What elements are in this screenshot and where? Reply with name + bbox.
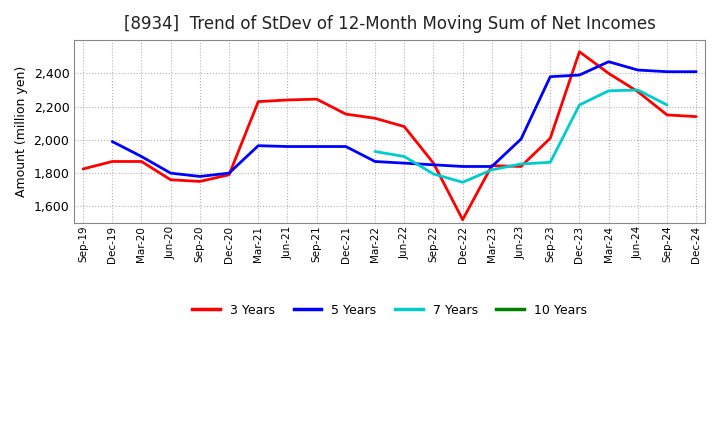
5 Years — [341, 144, 350, 149]
3 Years — [692, 114, 701, 119]
3 Years — [283, 97, 292, 103]
3 Years — [196, 179, 204, 184]
Title: [8934]  Trend of StDev of 12-Month Moving Sum of Net Incomes: [8934] Trend of StDev of 12-Month Moving… — [124, 15, 656, 33]
3 Years — [312, 96, 321, 102]
Y-axis label: Amount (million yen): Amount (million yen) — [15, 66, 28, 197]
3 Years — [225, 172, 233, 177]
7 Years — [604, 88, 613, 93]
Line: 7 Years: 7 Years — [375, 90, 667, 182]
5 Years — [634, 67, 642, 73]
5 Years — [225, 170, 233, 176]
5 Years — [254, 143, 263, 148]
Legend: 3 Years, 5 Years, 7 Years, 10 Years: 3 Years, 5 Years, 7 Years, 10 Years — [187, 299, 592, 322]
7 Years — [517, 161, 526, 167]
5 Years — [312, 144, 321, 149]
7 Years — [487, 167, 496, 172]
5 Years — [371, 159, 379, 164]
3 Years — [575, 49, 584, 55]
5 Years — [196, 174, 204, 179]
Line: 3 Years: 3 Years — [83, 52, 696, 220]
3 Years — [487, 163, 496, 168]
5 Years — [429, 162, 438, 168]
7 Years — [634, 88, 642, 93]
3 Years — [341, 111, 350, 117]
3 Years — [108, 159, 117, 164]
5 Years — [400, 161, 408, 166]
3 Years — [459, 217, 467, 222]
3 Years — [517, 164, 526, 169]
5 Years — [459, 164, 467, 169]
3 Years — [662, 112, 671, 117]
3 Years — [546, 136, 554, 141]
7 Years — [575, 103, 584, 108]
5 Years — [662, 69, 671, 74]
7 Years — [546, 160, 554, 165]
3 Years — [400, 124, 408, 129]
3 Years — [254, 99, 263, 104]
7 Years — [429, 171, 438, 176]
7 Years — [662, 103, 671, 108]
3 Years — [604, 71, 613, 76]
5 Years — [283, 144, 292, 149]
7 Years — [400, 154, 408, 159]
3 Years — [166, 177, 175, 183]
5 Years — [604, 59, 613, 64]
3 Years — [371, 116, 379, 121]
5 Years — [517, 136, 526, 142]
7 Years — [459, 180, 467, 185]
3 Years — [137, 159, 145, 164]
3 Years — [78, 166, 87, 172]
5 Years — [575, 73, 584, 78]
3 Years — [634, 89, 642, 94]
5 Years — [692, 69, 701, 74]
5 Years — [487, 164, 496, 169]
Line: 5 Years: 5 Years — [112, 62, 696, 176]
5 Years — [166, 170, 175, 176]
7 Years — [371, 149, 379, 154]
5 Years — [137, 154, 145, 159]
5 Years — [546, 74, 554, 79]
5 Years — [108, 139, 117, 144]
3 Years — [429, 161, 438, 166]
